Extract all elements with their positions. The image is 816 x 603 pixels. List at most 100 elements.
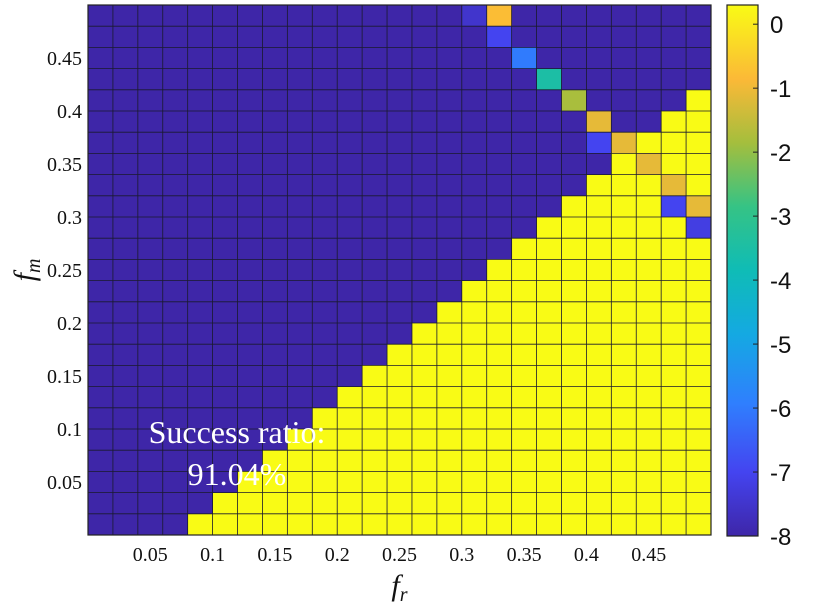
heatmap-cell (237, 513, 263, 536)
heatmap-cell (112, 47, 139, 69)
heatmap-cell (486, 47, 512, 69)
heatmap-cell (411, 132, 438, 154)
heatmap-cell (511, 174, 537, 197)
heatmap-cell (187, 26, 213, 48)
heatmap-cell (461, 407, 488, 430)
heatmap-cell (312, 429, 338, 451)
heatmap-cell (611, 174, 637, 197)
heatmap-cell (312, 26, 338, 48)
y-tick-label: 0.35 (47, 154, 82, 176)
heatmap-cell (636, 89, 662, 112)
heatmap-cell (88, 280, 114, 303)
heatmap-cell (262, 429, 288, 451)
heatmap-cell (411, 450, 438, 472)
heatmap-cell (337, 5, 363, 27)
heatmap-cell (212, 429, 238, 451)
heatmap-cell (436, 132, 463, 154)
heatmap-cell (686, 238, 712, 260)
heatmap-cell (212, 132, 238, 154)
heatmap-cell (187, 471, 213, 493)
y-axis-ticks: 0.05 0.1 0.15 0.2 0.25 0.3 0.35 0.4 0.45 (47, 48, 82, 494)
heatmap-cell (436, 344, 463, 366)
heatmap-cell (312, 5, 338, 27)
heatmap-cell (287, 238, 313, 260)
heatmap-cell (262, 68, 288, 91)
heatmap-cell (411, 492, 438, 515)
heatmap-cell (237, 471, 263, 493)
heatmap-cell (661, 471, 687, 493)
heatmap-cell (162, 280, 188, 303)
heatmap-cell (88, 323, 114, 345)
heatmap-cell (586, 450, 612, 472)
heatmap-cell (88, 47, 114, 69)
heatmap-cell (436, 492, 463, 515)
heatmap-cell (187, 386, 213, 409)
heatmap-cell (262, 301, 288, 324)
heatmap-cell (586, 5, 612, 27)
heatmap-cell (262, 174, 288, 197)
heatmap-cell (287, 89, 313, 112)
heatmap-cell (88, 132, 114, 154)
heatmap-cell (137, 111, 164, 133)
heatmap-cell (287, 217, 313, 239)
heatmap-cell (162, 5, 188, 27)
heatmap-cell (611, 259, 637, 281)
heatmap-cell (686, 47, 712, 69)
heatmap-cell (137, 323, 164, 345)
heatmap-cell (137, 386, 164, 409)
heatmap-cell (611, 195, 637, 218)
heatmap-cell (411, 174, 438, 197)
heatmap-cell (237, 174, 263, 197)
heatmap-cell (486, 238, 512, 260)
colorbar-tick-label: -8 (770, 524, 791, 551)
heatmap-cells (88, 5, 712, 536)
heatmap-cell (611, 365, 637, 387)
heatmap-cell (237, 492, 263, 515)
heatmap-cell (636, 344, 662, 366)
heatmap-cell (162, 47, 188, 69)
heatmap-cell (112, 429, 139, 451)
heatmap-cell (561, 26, 587, 48)
heatmap-cell (337, 513, 363, 536)
heatmap-cell (162, 259, 188, 281)
heatmap-cell (312, 217, 338, 239)
heatmap-cell (312, 450, 338, 472)
heatmap-cell (387, 280, 413, 303)
heatmap-cell (611, 68, 637, 91)
heatmap-cell (661, 429, 687, 451)
heatmap-cell (162, 111, 188, 133)
heatmap-cell (88, 301, 114, 324)
heatmap-cell (486, 301, 512, 324)
heatmap-cell (561, 492, 587, 515)
heatmap-cell (586, 344, 612, 366)
heatmap-cell (137, 429, 164, 451)
heatmap-cell (337, 153, 363, 175)
heatmap-cell (387, 217, 413, 239)
heatmap-cell (686, 471, 712, 493)
heatmap-cell (237, 450, 263, 472)
y-tick-label: 0.45 (47, 48, 82, 70)
heatmap-cell (237, 344, 263, 366)
heatmap-cell (88, 195, 114, 218)
plot-frame (87, 4, 712, 536)
heatmap-cell (137, 471, 164, 493)
heatmap-cell (237, 429, 263, 451)
heatmap-cell (686, 365, 712, 387)
x-tick-label: 0.1 (200, 544, 225, 566)
heatmap-cell (137, 280, 164, 303)
heatmap-cell (187, 344, 213, 366)
heatmap-cell (511, 153, 537, 175)
heatmap-cell (362, 111, 388, 133)
heatmap-cell (586, 47, 612, 69)
heatmap-cell (337, 26, 363, 48)
x-axis-label: fr (391, 569, 407, 603)
heatmap-cell (611, 280, 637, 303)
heatmap-cell (411, 344, 438, 366)
heatmap-cell (162, 68, 188, 91)
heatmap-cell (362, 153, 388, 175)
heatmap-cell (262, 47, 288, 69)
heatmap-cell (137, 174, 164, 197)
y-tick-label: 0.1 (57, 419, 82, 441)
heatmap-cell (237, 407, 263, 430)
